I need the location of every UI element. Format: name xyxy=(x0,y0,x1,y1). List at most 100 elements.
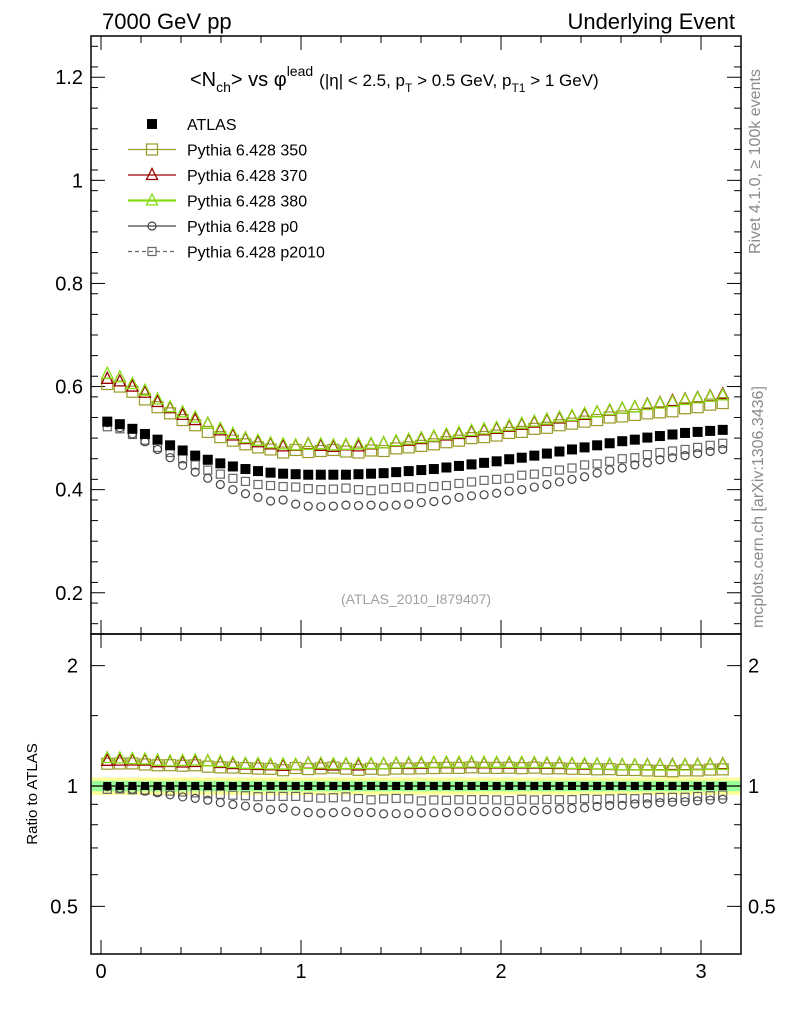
point-atlas xyxy=(102,416,113,427)
ratio-point-p2010 xyxy=(341,792,351,802)
point-atlas xyxy=(290,469,301,480)
point-p380 xyxy=(628,399,642,413)
point-p350 xyxy=(477,430,491,444)
ratio-point-p0 xyxy=(492,806,502,817)
ratio-point-p350 xyxy=(666,765,679,778)
ratio-point-p380 xyxy=(276,756,290,770)
point-p380 xyxy=(213,420,227,434)
ratio-point-p2010 xyxy=(630,794,640,804)
point-p0 xyxy=(466,491,477,501)
point-p0 xyxy=(667,453,678,463)
ratio-point-p380 xyxy=(678,757,692,771)
title-cuts-2: > 0.5 GeV, p xyxy=(412,71,511,90)
point-p380 xyxy=(540,411,554,425)
point-atlas xyxy=(604,438,615,449)
ratio-point-p2010 xyxy=(253,792,263,802)
point-atlas xyxy=(654,431,665,442)
point-p350 xyxy=(616,410,629,423)
legend-label-p370: Pythia 6.428 370 xyxy=(187,168,307,185)
point-p370 xyxy=(628,399,642,413)
ratio-point-p370 xyxy=(113,752,127,766)
point-p380 xyxy=(125,376,139,390)
point-p380 xyxy=(276,436,290,450)
ratio-point-atlas xyxy=(555,782,564,791)
point-p370 xyxy=(377,435,391,449)
legend-marker-p2010 xyxy=(147,246,157,257)
point-p0 xyxy=(567,474,577,484)
point-p2010 xyxy=(203,465,213,475)
point-p350 xyxy=(540,421,553,434)
point-p370 xyxy=(339,437,353,451)
ratio-point-atlas xyxy=(291,782,300,791)
point-atlas xyxy=(441,462,452,473)
ratio-ytick-label-left: 2 xyxy=(67,656,78,678)
point-p2010 xyxy=(542,467,552,477)
ratio-point-p0 xyxy=(466,806,477,816)
point-p0 xyxy=(178,460,188,471)
point-p370 xyxy=(213,422,227,436)
ratio-point-atlas xyxy=(392,782,401,791)
point-p370 xyxy=(150,394,165,408)
point-p2010 xyxy=(554,465,565,475)
ratio-point-p380 xyxy=(176,752,190,767)
point-p350 xyxy=(189,419,202,432)
main-ytick-label: 1 xyxy=(72,170,83,192)
point-p0 xyxy=(429,496,439,507)
title-cuts-sub-t1: T1 xyxy=(511,81,525,95)
ratio-point-p370 xyxy=(163,754,177,768)
ratio-point-atlas xyxy=(128,782,137,791)
point-p350 xyxy=(226,434,239,447)
ratio-point-atlas xyxy=(429,782,438,791)
point-p350 xyxy=(628,408,641,422)
point-atlas xyxy=(353,469,364,480)
point-atlas xyxy=(253,466,263,477)
ratio-point-atlas xyxy=(304,782,313,791)
point-p0 xyxy=(642,458,652,468)
ratio-point-p2010 xyxy=(303,792,313,802)
point-p0 xyxy=(165,453,175,463)
point-p350 xyxy=(151,401,164,414)
ratio-point-p0 xyxy=(215,797,225,808)
ratio-point-atlas xyxy=(153,782,162,791)
ratio-point-p350 xyxy=(101,757,114,770)
ratio-point-p380 xyxy=(113,750,127,764)
point-p2010 xyxy=(617,454,627,464)
point-p0 xyxy=(228,485,238,495)
ratio-point-p0 xyxy=(592,801,602,812)
point-p0 xyxy=(680,451,690,461)
point-atlas xyxy=(592,440,603,451)
point-p350 xyxy=(716,396,729,410)
point-p0 xyxy=(655,455,665,465)
ratio-point-atlas xyxy=(354,782,363,791)
point-p380 xyxy=(653,395,667,409)
main-ytick-label: 0.8 xyxy=(55,273,83,295)
ratio-point-p0 xyxy=(341,807,351,817)
point-p380 xyxy=(113,369,127,383)
point-atlas xyxy=(177,445,188,456)
ratio-point-p2010 xyxy=(617,793,627,803)
ratio-point-p2010 xyxy=(416,796,426,806)
ratio-point-atlas xyxy=(329,782,338,791)
point-atlas xyxy=(227,461,238,472)
point-p2010 xyxy=(667,446,678,456)
point-p380 xyxy=(138,382,152,396)
ratio-point-atlas xyxy=(254,782,262,791)
ratio-point-atlas xyxy=(191,782,200,791)
ratio-point-p0 xyxy=(178,792,188,802)
ratio-point-p2010 xyxy=(529,795,539,805)
point-p2010 xyxy=(630,453,640,463)
series-p2010 xyxy=(102,422,728,806)
point-p2010 xyxy=(529,469,539,479)
point-atlas xyxy=(340,469,351,480)
point-p0 xyxy=(316,502,326,512)
point-atlas xyxy=(554,446,565,457)
point-atlas xyxy=(667,429,678,440)
series-atlas xyxy=(102,416,728,791)
point-p380 xyxy=(490,419,504,433)
ratio-point-p380 xyxy=(163,753,177,767)
ratio-point-atlas xyxy=(718,782,727,791)
ratio-point-p0 xyxy=(253,803,263,813)
ratio-point-p2010 xyxy=(265,791,276,801)
ratio-point-atlas xyxy=(341,782,350,791)
ratio-point-p0 xyxy=(542,805,552,815)
